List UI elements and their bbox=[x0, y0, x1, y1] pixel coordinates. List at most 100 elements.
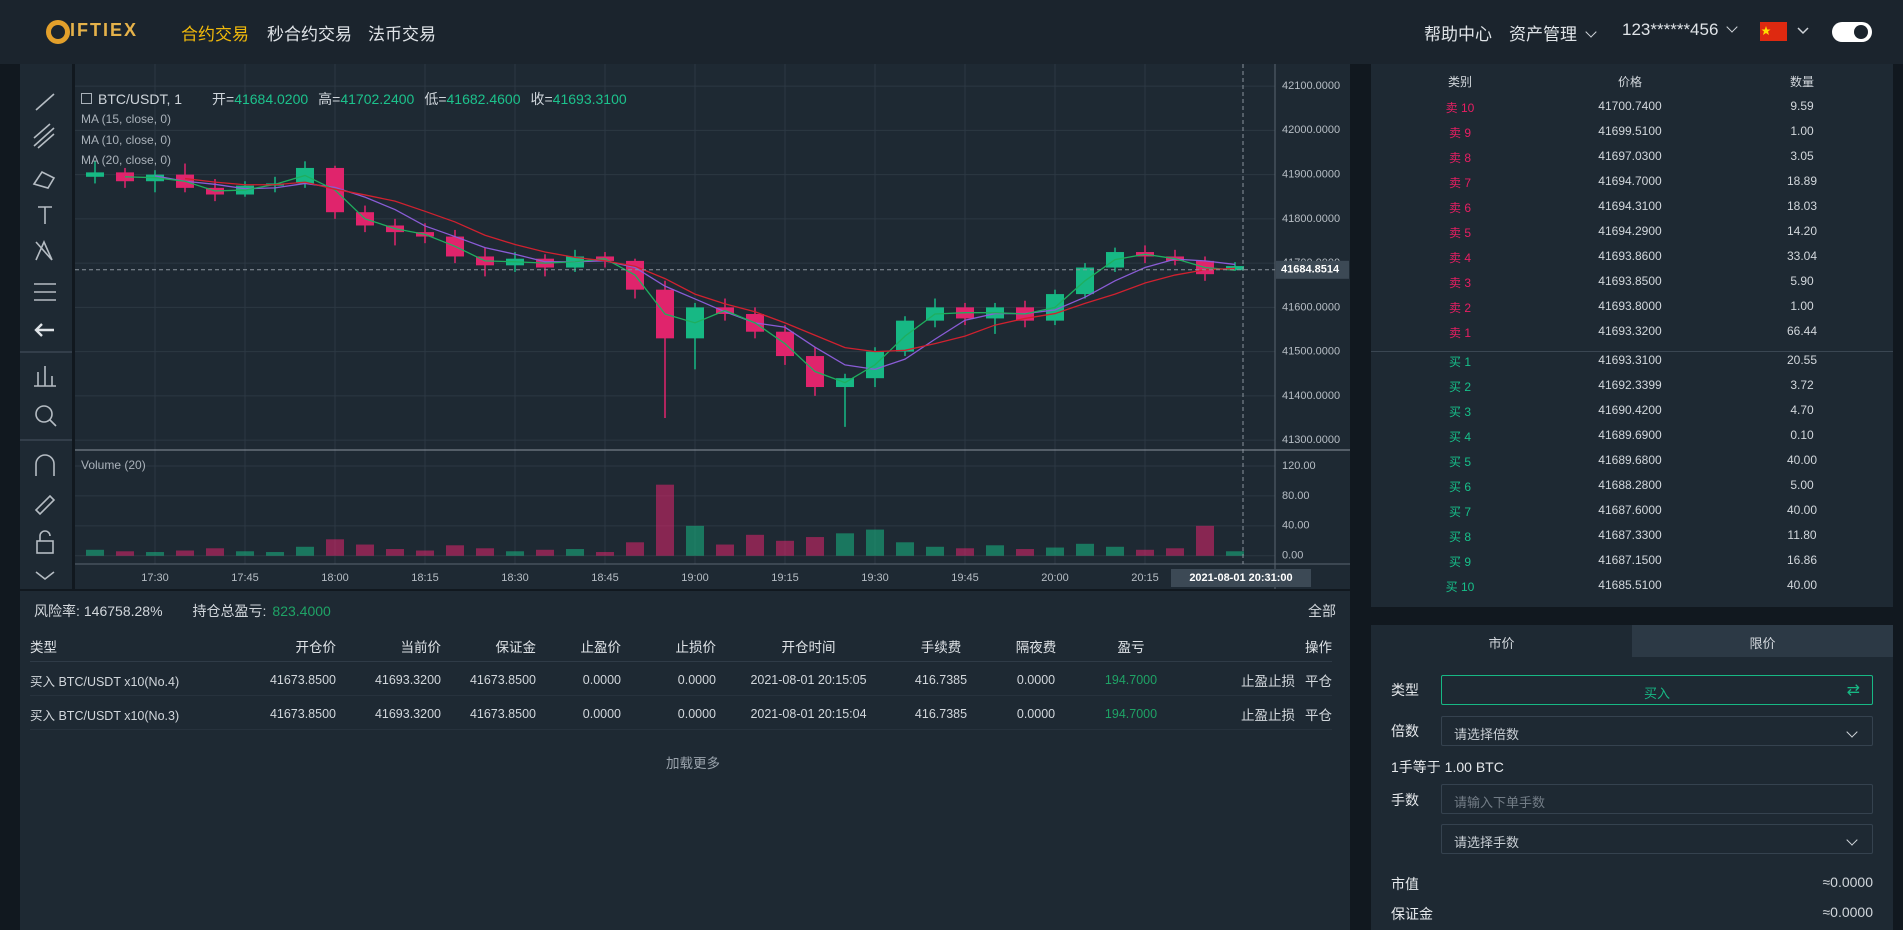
tool-pattern[interactable] bbox=[35, 240, 53, 261]
position-cell: 买入 BTC/USDT x10(No.4) bbox=[30, 674, 180, 689]
volume-bar bbox=[746, 534, 764, 556]
volume-bar bbox=[296, 546, 314, 556]
lots-select[interactable]: 请选择手数 bbox=[1441, 824, 1873, 854]
y-tick-label: 42100.0000 bbox=[1282, 80, 1340, 92]
tp-sl-button[interactable]: 止盈止损 bbox=[1241, 674, 1295, 689]
lots-select-text: 请选择手数 bbox=[1454, 835, 1520, 850]
bid-row-cell: 0.10 bbox=[1790, 428, 1814, 442]
tool-line[interactable] bbox=[35, 93, 55, 111]
bid-row: 买 4 41689.6900 0.10 bbox=[1371, 425, 1893, 445]
theme-toggle[interactable] bbox=[1831, 20, 1875, 44]
bid-row-cell: 买 9 bbox=[1448, 555, 1471, 569]
ask-row: 卖 2 41693.8000 1.00 bbox=[1371, 296, 1893, 316]
bid-row-cell: 买 1 bbox=[1448, 355, 1471, 369]
bid-row-cell: 5.00 bbox=[1790, 478, 1814, 492]
position-actions: 止盈止损 平仓 bbox=[1171, 704, 1332, 724]
ask-row: 卖 6 41694.3100 18.03 bbox=[1371, 196, 1893, 216]
leverage-label: 倍数 bbox=[1391, 723, 1419, 739]
bid-row: 买 6 41688.2800 5.00 bbox=[1371, 475, 1893, 495]
tool-pen[interactable] bbox=[34, 494, 56, 516]
bid-row-cell: 买 8 bbox=[1448, 530, 1471, 544]
lot-note: 1手等于 1.00 BTC bbox=[1391, 759, 1504, 775]
close-button[interactable]: 平仓 bbox=[1305, 708, 1332, 723]
tool-magnet[interactable] bbox=[35, 454, 55, 476]
tp-sl-button[interactable]: 止盈止损 bbox=[1241, 708, 1295, 723]
tool-fib[interactable] bbox=[34, 283, 56, 301]
ohlc-label: 开= bbox=[212, 91, 235, 107]
filter[interactable]: 全部 bbox=[1308, 603, 1336, 619]
bid-row: 买 9 41687.1500 16.86 bbox=[1371, 550, 1893, 570]
tool-channel[interactable] bbox=[33, 123, 55, 149]
ma-legend: MA (15, close, 0) MA (10, close, 0) MA (20… bbox=[81, 110, 171, 172]
row-divider bbox=[30, 729, 1332, 730]
close-button[interactable]: 平仓 bbox=[1305, 674, 1332, 689]
nav-link[interactable]: 法币交易 bbox=[368, 25, 436, 44]
column-header: 类型 bbox=[30, 640, 57, 655]
tab-limit[interactable]: 限价 bbox=[1632, 625, 1893, 657]
volume-bar bbox=[416, 550, 434, 556]
ask-row: 卖 3 41693.8500 5.90 bbox=[1371, 271, 1893, 291]
ma-name: MA (20, close, 0) bbox=[81, 153, 172, 167]
tab-market[interactable]: 市价 bbox=[1371, 625, 1632, 657]
header-divider bbox=[30, 661, 1332, 662]
ask-row-cell: 41693.8600 bbox=[1598, 249, 1662, 263]
ask-row-cell: 66.44 bbox=[1786, 324, 1818, 338]
column-header: 手续费 bbox=[920, 640, 962, 655]
tool-lock[interactable] bbox=[36, 540, 54, 554]
chart-header: BTC/USDT, 1 开=41684.0200 高=41702.2400 低=416… bbox=[81, 89, 637, 109]
ask-row-cell: 卖 6 bbox=[1448, 201, 1471, 215]
tool-zoom[interactable] bbox=[35, 405, 53, 423]
ma-name: MA (10, close, 0) bbox=[81, 132, 172, 147]
tool-shape[interactable] bbox=[32, 170, 56, 189]
column-header: 止盈价 bbox=[580, 640, 622, 655]
x-tick-label: 19:45 bbox=[951, 572, 979, 584]
y-tick-label: 41800.0000 bbox=[1282, 213, 1340, 225]
lots-label: 手数 bbox=[1391, 792, 1419, 808]
position-actions: 止盈止损 平仓 bbox=[1171, 670, 1332, 690]
account-label: 123******456 bbox=[1622, 20, 1719, 39]
leverage-select[interactable]: 请选择倍数 bbox=[1441, 716, 1873, 746]
position-cell: 416.7385 bbox=[914, 707, 968, 721]
swap-icon[interactable]: ⇄ bbox=[1846, 682, 1860, 699]
bid-row: 买 8 41687.3300 11.80 bbox=[1371, 525, 1893, 545]
risk-label: 风险率: bbox=[34, 603, 80, 619]
lots-input[interactable]: 请输入下单手数 bbox=[1441, 784, 1873, 814]
account-menu[interactable]: 123******456 bbox=[1622, 20, 1739, 40]
language-flag[interactable] bbox=[1760, 22, 1810, 44]
ask-row-cell: 41693.8500 bbox=[1598, 274, 1662, 288]
column-header: 开仓时间 bbox=[781, 640, 836, 655]
volume-bar bbox=[1196, 525, 1214, 556]
ask-row: 卖 8 41697.0300 3.05 bbox=[1371, 146, 1893, 166]
drawing-toolbar bbox=[20, 64, 72, 589]
collapse-icon[interactable] bbox=[81, 93, 92, 104]
volume-bar bbox=[656, 484, 674, 556]
pnl-value: 823.4000 bbox=[272, 603, 331, 619]
nav-link[interactable]: 秒合约交易 bbox=[267, 25, 352, 44]
tool-text[interactable] bbox=[38, 206, 52, 224]
volume-bar bbox=[326, 539, 344, 556]
help-link[interactable]: 帮助中心 bbox=[1424, 25, 1492, 44]
time-label-bg bbox=[1171, 569, 1311, 587]
bid-row-cell: 41693.3100 bbox=[1598, 353, 1662, 367]
y-tick-label: 42000.0000 bbox=[1282, 124, 1340, 136]
tool-measure[interactable] bbox=[34, 366, 56, 387]
x-tick-label: 18:15 bbox=[411, 572, 439, 584]
ask-row-cell: 1.00 bbox=[1790, 299, 1814, 313]
ask-row: 卖 10 41700.7400 9.59 bbox=[1371, 96, 1893, 116]
nav-link[interactable]: 合约交易 bbox=[181, 25, 249, 44]
volume-bar bbox=[1166, 548, 1184, 556]
x-tick-label: 19:00 bbox=[681, 572, 709, 584]
bid-row-cell: 买 6 bbox=[1448, 480, 1471, 494]
type-select[interactable]: 买入 ⇄ bbox=[1441, 675, 1873, 705]
volume-bar bbox=[476, 548, 494, 556]
chart: 17:30 17:45 18:00 18:15 18:30 18:45 19:00 19:15… bbox=[75, 64, 1350, 589]
volume-bar bbox=[506, 551, 524, 556]
ma-legend-item: MA (20, close, 0) bbox=[81, 151, 171, 172]
load-more[interactable]: 加载更多 bbox=[666, 756, 720, 771]
assets-menu[interactable]: 资产管理 bbox=[1509, 20, 1597, 45]
tool-more[interactable] bbox=[35, 571, 55, 581]
bid-row-cell: 41687.1500 bbox=[1598, 553, 1662, 567]
volume-tick-label: 40.00 bbox=[1282, 520, 1310, 532]
ask-row: 卖 9 41699.5100 1.00 bbox=[1371, 121, 1893, 141]
tool-back[interactable] bbox=[34, 323, 54, 337]
